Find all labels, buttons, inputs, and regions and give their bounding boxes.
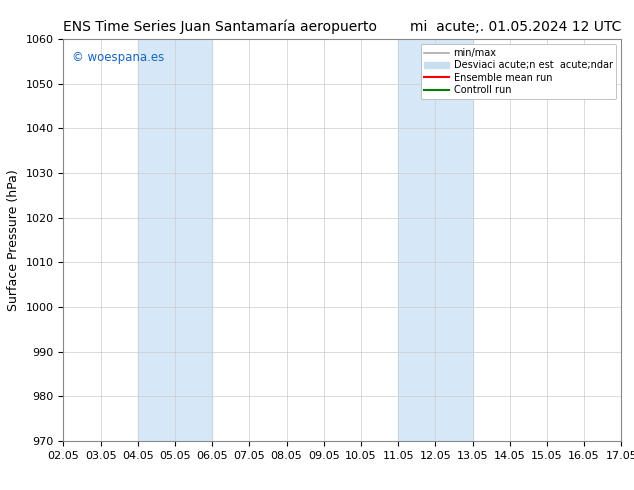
Bar <box>398 39 472 441</box>
Text: © woespana.es: © woespana.es <box>72 51 164 64</box>
Legend: min/max, Desviaci acute;n est  acute;ndar, Ensemble mean run, Controll run: min/max, Desviaci acute;n est acute;ndar… <box>420 44 616 99</box>
Text: ENS Time Series Juan Santamaría aeropuerto: ENS Time Series Juan Santamaría aeropuer… <box>63 20 377 34</box>
Bar <box>138 39 212 441</box>
Y-axis label: Surface Pressure (hPa): Surface Pressure (hPa) <box>7 169 20 311</box>
Text: mi  acute;. 01.05.2024 12 UTC: mi acute;. 01.05.2024 12 UTC <box>410 20 621 34</box>
